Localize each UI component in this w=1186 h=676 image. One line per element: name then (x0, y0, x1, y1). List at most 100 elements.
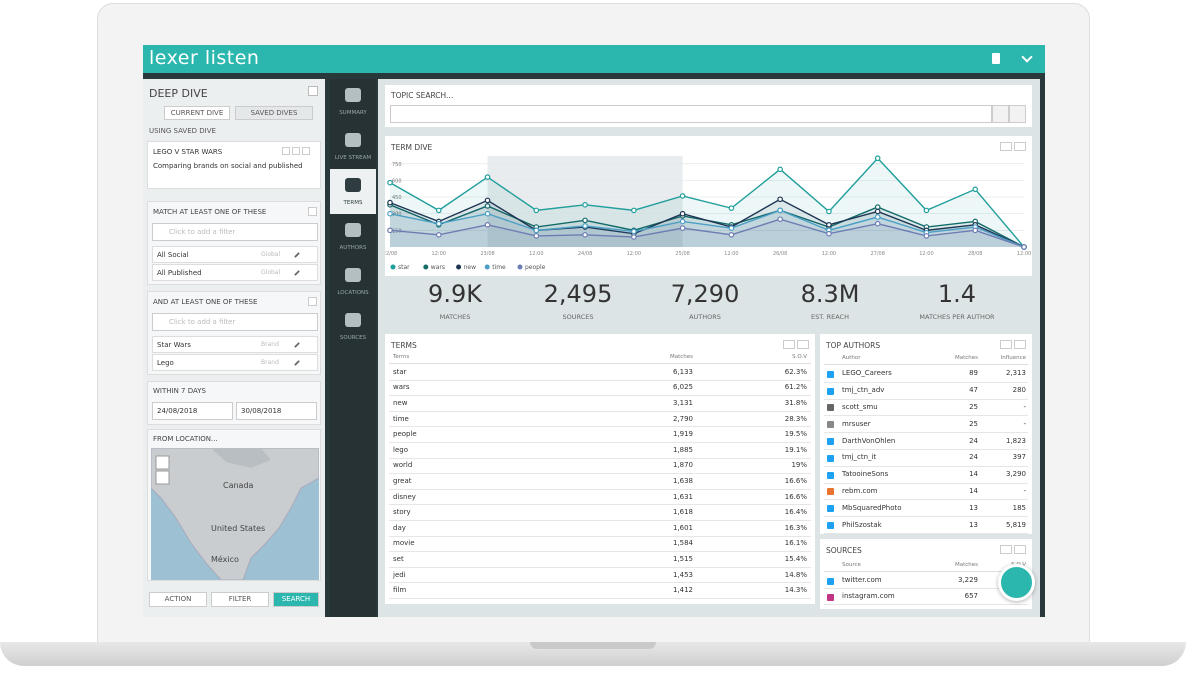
nav-item[interactable]: LOCATIONS (330, 259, 376, 304)
filter-section: AND AT LEAST ONE OF THESE Click to add a … (147, 291, 321, 375)
filter-input[interactable]: Click to add a filter (152, 313, 318, 331)
point (679, 225, 686, 231)
x-tick-label: 28/08 (968, 251, 982, 257)
cell: film (393, 586, 407, 595)
table-row: world 1,870 19% (389, 459, 811, 475)
map[interactable]: Canada United States México (151, 448, 319, 580)
x-tick-label: 12:00 (432, 251, 446, 257)
cell: lego (393, 445, 408, 454)
point (582, 202, 588, 208)
table-row: DarthVonOhlen 24 1,823 (824, 433, 1028, 450)
table-header: Terms Matches S.O.V (389, 352, 811, 364)
cell: 16.3% (784, 523, 807, 532)
column-header: Terms (393, 354, 410, 360)
point (484, 210, 491, 217)
point (484, 197, 491, 204)
point (874, 214, 881, 220)
nav-item[interactable]: AUTHORS (330, 214, 376, 259)
section-button[interactable] (308, 297, 317, 306)
point (874, 155, 881, 162)
nav-item[interactable]: SOURCES (330, 304, 376, 349)
x-tick-label: 22/08 (385, 251, 397, 257)
x-tick-label: 23/08 (480, 251, 494, 257)
panel-button[interactable] (1000, 545, 1012, 554)
cell: day (393, 523, 406, 532)
action-button[interactable]: SEARCH (273, 592, 319, 607)
add-button[interactable] (1009, 105, 1026, 123)
dive-action[interactable] (292, 147, 300, 155)
date-input[interactable]: 24/08/2018 (152, 402, 233, 420)
point (826, 208, 832, 215)
dropdown-icon[interactable] (1021, 51, 1033, 63)
nav-icon (345, 313, 361, 327)
cell: 16.1% (784, 539, 807, 548)
cell: 3,229 (957, 576, 978, 584)
chart-button[interactable] (1014, 142, 1026, 151)
cell: 1,601 (672, 523, 693, 532)
laptop-notch (530, 642, 656, 649)
edit-icon[interactable] (294, 252, 300, 258)
filter-name: Lego (157, 359, 174, 367)
source-icon (827, 387, 834, 395)
table-row: set 1,515 15.4% (389, 552, 811, 568)
tab[interactable]: CURRENT DIVE (164, 106, 230, 120)
panel-button[interactable] (797, 340, 809, 349)
stat-value: 7,290 (670, 280, 740, 308)
series-line (389, 218, 1025, 248)
cell: 6,025 (672, 383, 693, 392)
cell: wars (393, 383, 410, 392)
cell: 15.4% (784, 554, 807, 563)
date-input[interactable]: 30/08/2018 (236, 402, 317, 420)
nav-icon (345, 133, 361, 147)
edit-icon[interactable] (294, 270, 300, 276)
table-row: TatooineSons 14 3,290 (824, 467, 1028, 484)
panel-button[interactable] (1014, 545, 1026, 554)
chart-button[interactable] (1000, 142, 1012, 151)
panel-button[interactable] (1000, 340, 1012, 349)
point (874, 208, 881, 215)
screen: lexer listen DEEP DIVE CURRENT DIVE SAVED D… (143, 45, 1045, 617)
dive-action[interactable] (282, 147, 290, 155)
stat-value: 1.4 (937, 280, 977, 308)
table-row: wars 6,025 61.2% (389, 381, 811, 397)
table-row: great 1,638 16.6% (389, 474, 811, 490)
nav-item[interactable]: SUMMARY (330, 79, 376, 124)
edit-icon[interactable] (294, 342, 300, 348)
nav-item[interactable]: LIVE STREAM (330, 124, 376, 169)
source-icon (827, 471, 834, 479)
y-tick-label: 450 (392, 195, 402, 201)
panel-button[interactable] (783, 340, 795, 349)
point (777, 207, 783, 214)
action-button[interactable]: ACTION (149, 592, 207, 607)
action-button[interactable]: FILTER (211, 592, 269, 607)
cell: 14.3% (784, 586, 807, 595)
chart-title: TERM DIVE (391, 143, 433, 152)
tab[interactable]: SAVED DIVES (235, 106, 313, 120)
filter-input[interactable]: Click to add a filter (152, 223, 318, 241)
using-label: USING SAVED DIVE (149, 127, 216, 135)
section-button[interactable] (308, 207, 317, 216)
notebook-icon[interactable] (992, 53, 1000, 64)
panel-button[interactable] (1014, 340, 1026, 349)
point (484, 222, 491, 228)
x-tick-label: 27/08 (870, 251, 884, 257)
search-button[interactable] (992, 105, 1009, 123)
zoom-button (155, 470, 170, 485)
chat-button[interactable] (998, 564, 1035, 601)
nav-label: SOURCES (339, 335, 367, 341)
nav-icon (345, 178, 361, 192)
cell: 16.6% (784, 476, 807, 485)
authors-panel: TOP AUTHORS Author Matches Influence LEGO_Ca… (820, 334, 1032, 534)
collapse-button[interactable] (308, 86, 318, 96)
nav-item[interactable]: TERMS (330, 169, 376, 214)
header: lexer listen (143, 45, 1045, 73)
point (582, 223, 588, 229)
x-tick-label: 24/08 (578, 251, 592, 257)
cell: 14 (969, 470, 978, 479)
edit-icon[interactable] (294, 360, 300, 366)
y-tick-label: 600 (392, 178, 402, 184)
legend-swatch (456, 264, 462, 270)
dive-action[interactable] (302, 147, 310, 155)
cell: twitter.com (842, 576, 882, 584)
search-input[interactable] (390, 105, 992, 123)
